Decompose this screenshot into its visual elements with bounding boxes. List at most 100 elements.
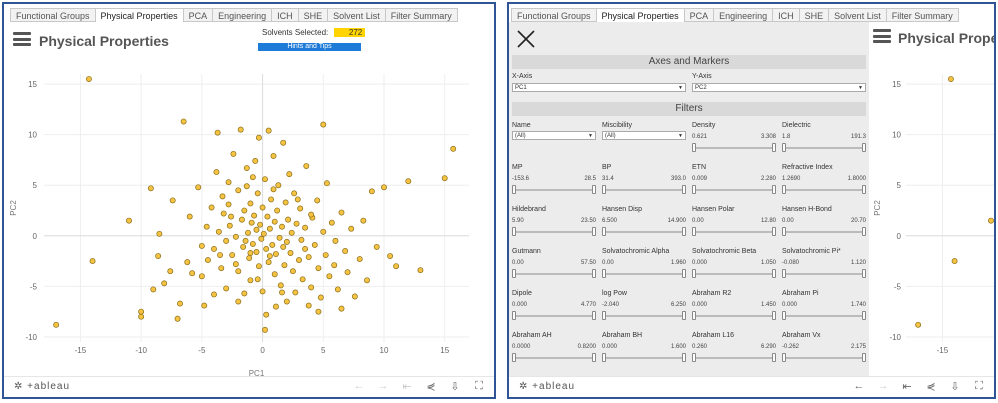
- data-point[interactable]: [237, 126, 244, 133]
- data-point[interactable]: [296, 257, 302, 264]
- data-point[interactable]: [155, 253, 162, 259]
- range-slider-min-handle[interactable]: [782, 185, 786, 194]
- range-slider-max-handle[interactable]: [592, 227, 596, 236]
- redo-icon[interactable]: →: [377, 380, 389, 392]
- data-point[interactable]: [294, 196, 301, 203]
- data-point[interactable]: [186, 213, 193, 220]
- data-point[interactable]: [247, 277, 254, 284]
- data-point[interactable]: [331, 262, 338, 269]
- range-slider-min-handle[interactable]: [782, 269, 786, 278]
- range-slider-track[interactable]: [784, 231, 864, 233]
- data-point[interactable]: [951, 258, 958, 265]
- undo-icon[interactable]: ←: [353, 380, 365, 392]
- data-point[interactable]: [263, 246, 270, 252]
- share-icon[interactable]: ⋞: [926, 381, 936, 393]
- hints-and-tips-button[interactable]: Hints and Tips: [258, 43, 361, 51]
- data-point[interactable]: [259, 288, 266, 295]
- data-point[interactable]: [177, 300, 183, 307]
- range-slider-max-handle[interactable]: [862, 353, 866, 362]
- range-slider-min-handle[interactable]: [512, 353, 516, 362]
- data-point[interactable]: [320, 121, 327, 128]
- data-point[interactable]: [228, 213, 234, 220]
- data-point[interactable]: [150, 286, 157, 293]
- data-point[interactable]: [254, 190, 261, 197]
- data-point[interactable]: [288, 229, 295, 236]
- range-slider-track[interactable]: [604, 273, 684, 275]
- range-slider-track[interactable]: [514, 189, 594, 191]
- data-point[interactable]: [323, 180, 330, 187]
- data-point[interactable]: [279, 223, 285, 230]
- data-point[interactable]: [126, 217, 132, 224]
- range-slider-track[interactable]: [604, 315, 684, 317]
- range-slider-min-handle[interactable]: [602, 269, 606, 278]
- data-point[interactable]: [326, 273, 333, 280]
- data-point[interactable]: [417, 267, 424, 274]
- data-point[interactable]: [405, 178, 412, 185]
- data-point[interactable]: [248, 219, 255, 226]
- data-point[interactable]: [247, 250, 254, 256]
- data-point[interactable]: [203, 223, 210, 230]
- data-point[interactable]: [255, 263, 262, 270]
- range-slider-min-handle[interactable]: [692, 227, 696, 236]
- data-point[interactable]: [235, 268, 242, 275]
- range-slider-min-handle[interactable]: [602, 185, 606, 194]
- data-point[interactable]: [85, 76, 92, 83]
- data-point[interactable]: [266, 225, 273, 232]
- tab-functional-groups[interactable]: Functional Groups: [511, 8, 597, 22]
- data-point[interactable]: [280, 243, 287, 250]
- tab-engineering[interactable]: Engineering: [714, 8, 774, 22]
- tab-pca[interactable]: PCA: [183, 8, 214, 22]
- data-point[interactable]: [138, 308, 145, 315]
- data-point[interactable]: [257, 221, 264, 228]
- range-slider-min-handle[interactable]: [692, 185, 696, 194]
- data-point[interactable]: [320, 228, 327, 235]
- data-point[interactable]: [167, 268, 174, 275]
- range-slider-max-handle[interactable]: [772, 143, 776, 152]
- data-point[interactable]: [213, 169, 220, 176]
- data-point[interactable]: [208, 204, 215, 211]
- y-axis-dropdown[interactable]: PC2 ▼: [692, 83, 866, 92]
- data-point[interactable]: [215, 228, 222, 235]
- data-point[interactable]: [332, 237, 339, 244]
- data-point[interactable]: [169, 197, 176, 204]
- data-point[interactable]: [198, 273, 205, 280]
- share-icon[interactable]: ⋞: [426, 381, 436, 393]
- data-point[interactable]: [314, 197, 321, 204]
- data-point[interactable]: [322, 252, 329, 258]
- data-point[interactable]: [243, 165, 250, 172]
- data-point[interactable]: [285, 216, 292, 223]
- range-slider-min-handle[interactable]: [692, 143, 696, 152]
- data-point[interactable]: [302, 224, 309, 231]
- fullscreen-icon[interactable]: ⛶: [975, 380, 983, 392]
- data-point[interactable]: [915, 321, 922, 328]
- data-point[interactable]: [253, 226, 260, 233]
- data-point[interactable]: [225, 179, 232, 186]
- tab-ich[interactable]: ICH: [773, 8, 800, 22]
- range-slider-min-handle[interactable]: [602, 227, 606, 236]
- data-point[interactable]: [368, 188, 375, 195]
- data-point[interactable]: [328, 219, 335, 226]
- range-slider-max-handle[interactable]: [772, 269, 776, 278]
- range-slider-max-handle[interactable]: [592, 353, 596, 362]
- tab-filter-summary[interactable]: Filter Summary: [886, 8, 959, 22]
- data-point[interactable]: [282, 199, 289, 206]
- data-point[interactable]: [293, 220, 300, 227]
- range-slider-track[interactable]: [514, 357, 594, 359]
- data-point[interactable]: [286, 171, 293, 178]
- tab-solvent-list[interactable]: Solvent List: [328, 8, 386, 22]
- data-point[interactable]: [268, 196, 275, 203]
- data-point[interactable]: [450, 145, 457, 152]
- data-point[interactable]: [281, 262, 288, 269]
- data-point[interactable]: [302, 246, 309, 252]
- data-point[interactable]: [211, 291, 217, 298]
- data-point[interactable]: [201, 302, 208, 309]
- data-point[interactable]: [229, 252, 236, 258]
- range-slider-track[interactable]: [784, 315, 864, 317]
- data-point[interactable]: [291, 190, 298, 197]
- data-point[interactable]: [299, 276, 306, 283]
- data-point[interactable]: [89, 258, 96, 265]
- data-point[interactable]: [262, 176, 268, 183]
- data-point[interactable]: [947, 76, 954, 83]
- data-point[interactable]: [271, 271, 278, 278]
